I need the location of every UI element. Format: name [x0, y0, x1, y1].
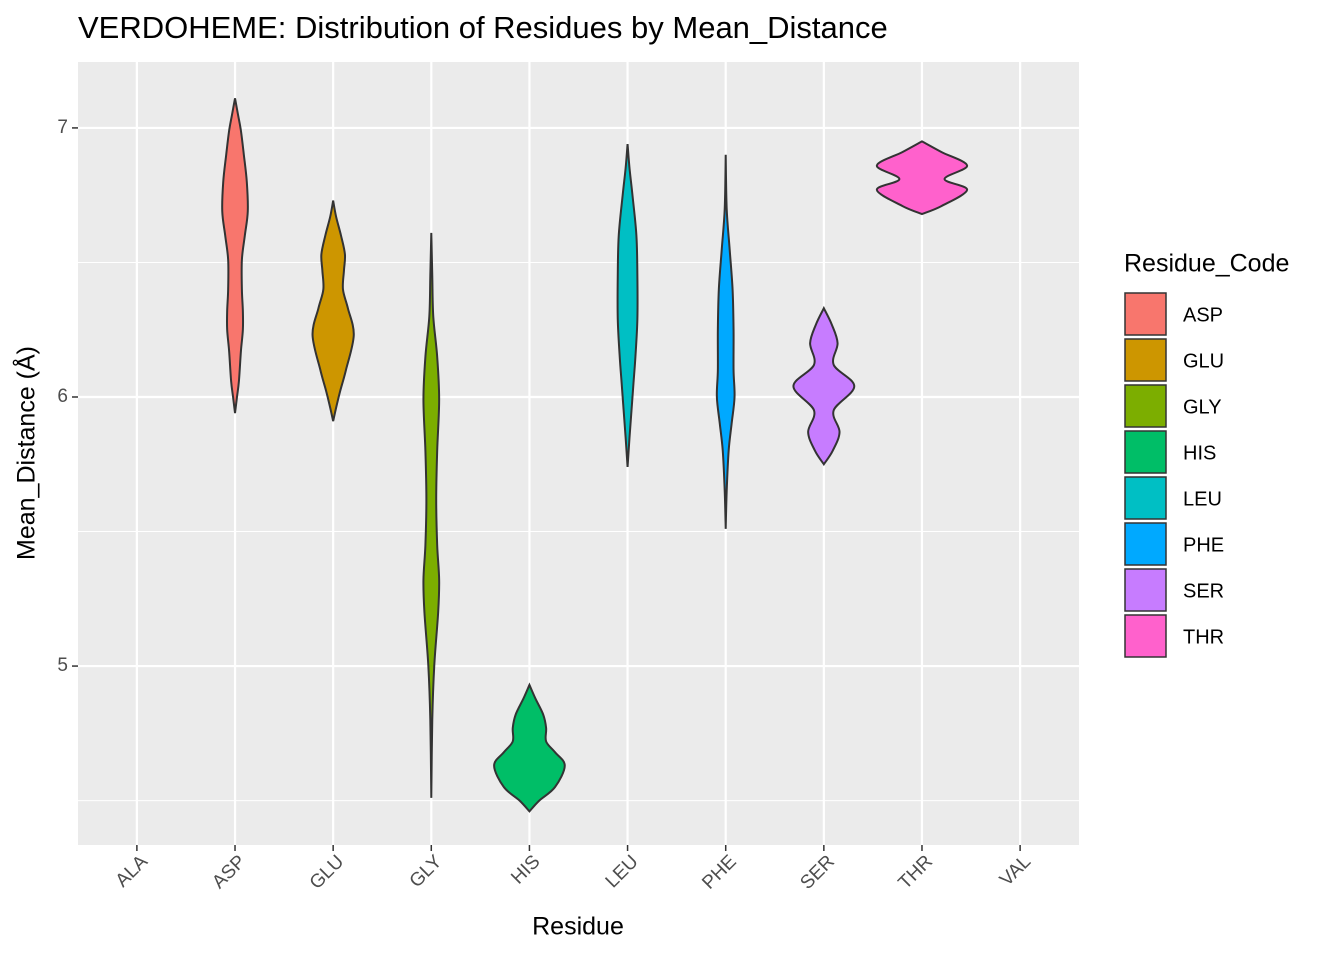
- violins: [221, 98, 969, 813]
- violin: [221, 98, 249, 414]
- y-tick-label: 5: [57, 655, 68, 676]
- legend-key: [1124, 384, 1167, 428]
- violin: [311, 200, 355, 422]
- violin: [875, 140, 969, 216]
- legend-label: LEU: [1183, 488, 1222, 510]
- legend-key: [1124, 430, 1167, 474]
- legend-key: [1124, 522, 1167, 566]
- x-tick-label: ALA: [112, 851, 152, 891]
- legend-key: [1124, 614, 1167, 658]
- legend-label: GLU: [1183, 350, 1224, 372]
- legend-label: GLY: [1183, 396, 1222, 418]
- x-tick-label: LEU: [602, 851, 643, 892]
- chart-title: VERDOHEME: Distribution of Residues by M…: [78, 10, 888, 45]
- legend-label: PHE: [1183, 534, 1224, 556]
- x-tick-label: SER: [796, 851, 838, 893]
- x-tick-label: VAL: [996, 851, 1035, 890]
- legend-key: [1124, 568, 1167, 612]
- x-tick-label: GLY: [406, 851, 447, 892]
- violin: [616, 143, 639, 468]
- violin: [792, 305, 856, 467]
- legend-label: ASP: [1183, 304, 1223, 326]
- legend-title: Residue_Code: [1124, 250, 1289, 278]
- x-tick-label: PHE: [698, 851, 740, 893]
- x-tick-label: THR: [895, 851, 937, 893]
- y-axis-title: Mean_Distance (Å): [11, 346, 41, 560]
- violin: [422, 232, 441, 798]
- violin: [715, 154, 736, 529]
- y-tick-label: 6: [57, 386, 68, 407]
- x-tick-label: GLU: [306, 851, 348, 893]
- x-tick-label: HIS: [507, 851, 544, 888]
- legend-label: HIS: [1183, 442, 1216, 464]
- x-tick-label: ASP: [208, 851, 250, 893]
- violin: [493, 682, 566, 813]
- legend-label: SER: [1183, 580, 1224, 602]
- x-axis-title: Residue: [532, 913, 624, 941]
- legend-key: [1124, 338, 1167, 382]
- legend-key: [1124, 292, 1167, 336]
- legend-label: THR: [1183, 626, 1224, 648]
- legend-key: [1124, 476, 1167, 520]
- y-tick-label: 7: [57, 117, 68, 138]
